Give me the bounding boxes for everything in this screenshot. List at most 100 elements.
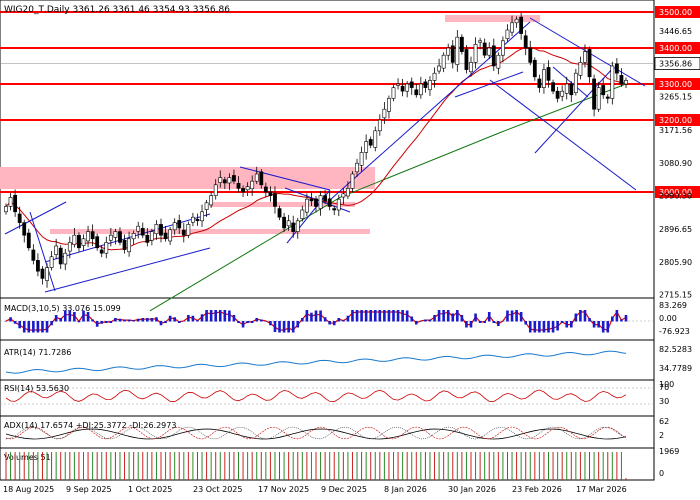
candle	[496, 52, 501, 75]
macd-bar	[91, 319, 94, 322]
macd-bar	[32, 321, 35, 333]
macd-bar	[560, 321, 564, 323]
candle	[400, 78, 405, 97]
candle	[455, 30, 460, 72]
macd-bar	[524, 321, 528, 325]
candle	[232, 169, 236, 185]
macd-bar	[515, 310, 518, 322]
candle	[304, 193, 309, 217]
candle	[222, 176, 227, 190]
rsi-panel-frame	[0, 379, 655, 417]
candle	[45, 263, 49, 288]
candle	[13, 189, 18, 217]
atr-line	[5, 350, 627, 374]
candle	[537, 74, 542, 93]
candle	[432, 67, 437, 88]
candle	[191, 212, 195, 227]
candle	[473, 37, 478, 69]
candle	[459, 34, 464, 55]
candle	[163, 225, 168, 242]
channel-lower	[44, 247, 211, 293]
candle	[336, 194, 341, 217]
candle	[95, 233, 100, 251]
candle	[478, 37, 483, 50]
candle	[81, 234, 86, 251]
macd-bar	[228, 310, 231, 322]
candle	[204, 199, 209, 217]
trendline-main-up	[329, 21, 531, 201]
candle	[8, 193, 13, 211]
candle	[314, 195, 318, 213]
macd-bar	[442, 310, 445, 322]
candle	[40, 266, 45, 285]
macd-bar	[401, 310, 404, 322]
macd-bar	[396, 310, 400, 322]
candle	[327, 191, 332, 211]
macd-bar	[465, 321, 468, 328]
candle	[610, 61, 615, 105]
trendline-down-upper	[529, 17, 646, 87]
macd-bar	[191, 315, 195, 322]
macd-bar	[246, 321, 249, 323]
candle	[414, 84, 419, 98]
macd-bar	[104, 321, 108, 323]
candle	[291, 215, 296, 238]
candle	[195, 213, 200, 226]
trendline-3	[239, 166, 331, 191]
macd-bar	[127, 319, 131, 322]
trendline-7	[534, 67, 614, 154]
macd-bar	[615, 310, 619, 322]
candle	[382, 102, 387, 124]
macd-bar	[437, 310, 441, 322]
date-tick-label: 8 Jan 2026	[384, 485, 427, 494]
candle	[614, 58, 619, 81]
macd-bar	[100, 321, 104, 324]
trendline-2	[29, 211, 56, 292]
macd-bar	[214, 310, 218, 322]
macd-bar	[360, 310, 363, 322]
candle	[437, 58, 441, 74]
candle	[36, 253, 40, 277]
macd-bar	[506, 310, 509, 322]
price-axis: 3500.00 3446.65 3400.00 3356.86 3300.00 3265.…	[654, 6, 700, 300]
candle	[469, 56, 473, 77]
macd-bar	[310, 312, 313, 322]
candle	[464, 45, 469, 74]
candle	[428, 76, 432, 96]
candle	[259, 168, 264, 189]
macd-bar	[323, 317, 327, 322]
candle	[377, 114, 382, 136]
macd-bar	[373, 310, 377, 322]
macd-bar	[492, 321, 496, 323]
candle	[409, 77, 414, 95]
candle	[551, 79, 555, 95]
macd-bar	[346, 315, 350, 322]
resistance-zone	[445, 15, 540, 22]
macd-bar	[474, 313, 477, 322]
trendline-8	[552, 66, 589, 98]
macd-bar	[419, 321, 423, 322]
macd-bar	[547, 321, 550, 333]
indicator-tick-label: 83.269	[659, 301, 687, 310]
candle	[592, 74, 596, 117]
candle	[528, 40, 533, 66]
macd-bar	[296, 321, 300, 328]
atr-label: ATR(14) 71.7286	[4, 348, 71, 357]
macd-bar	[392, 310, 395, 322]
macd-bar	[118, 318, 122, 322]
candle	[172, 218, 177, 235]
candle	[418, 76, 423, 99]
time-axis: 18 Aug 2025 9 Sep 2025 1 Oct 2025 23 Oct 20…	[3, 485, 627, 494]
candle	[619, 68, 624, 87]
macd-bar	[182, 321, 186, 322]
trendline-4	[286, 189, 331, 244]
macd-bar	[114, 318, 117, 322]
date-tick-label: 18 Aug 2025	[3, 485, 54, 494]
macd-bar	[624, 315, 628, 322]
macd-bar	[378, 310, 382, 322]
volume-panel: Volumes 51	[4, 452, 627, 480]
indicator-tick-label: 30	[659, 397, 669, 406]
macd-bar	[305, 310, 309, 322]
candle	[154, 220, 159, 240]
